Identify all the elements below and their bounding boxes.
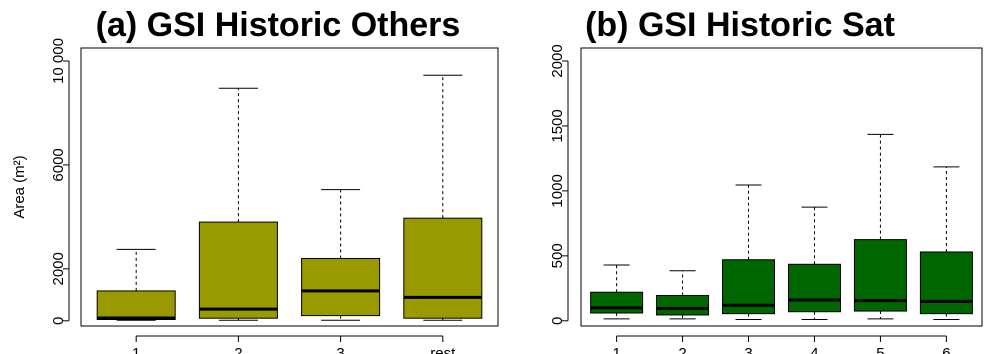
box-iqr — [590, 291, 644, 314]
panel-a-plot-frame — [80, 47, 499, 327]
x-tick-label: 1 — [132, 345, 140, 354]
panel-a: (a) GSI Historic Others Area (m²) 0 2000 6… — [11, 6, 499, 354]
boxplot-4 — [787, 206, 841, 321]
x-tick-label: 6 — [942, 345, 950, 354]
x-tick-label: 5 — [876, 345, 884, 354]
y-tick-label: 1500 — [549, 109, 566, 142]
boxplot-3 — [722, 184, 776, 321]
panel-b-plot-frame — [580, 47, 983, 327]
x-tick-label: 1 — [612, 345, 620, 354]
panel-b-x-axis: 1 2 3 4 5 6 — [612, 335, 951, 354]
panel-b-boxes — [590, 133, 973, 321]
panel-a-x-axis: 1 2 3 rest — [132, 335, 456, 354]
boxplot-3 — [301, 189, 381, 321]
panel-b: (b) GSI Historic Sat 0 500 1000 1500 2000 1 2… — [549, 6, 983, 354]
boxplot-6 — [919, 166, 973, 321]
box-iqr — [96, 290, 176, 321]
box-iqr — [301, 257, 381, 317]
y-tick-label: 2000 — [549, 44, 566, 77]
box-iqr — [853, 239, 907, 312]
panel-b-title: (b) GSI Historic Sat — [585, 6, 895, 44]
box-iqr — [403, 217, 483, 319]
x-tick-label: 4 — [810, 345, 818, 354]
panel-a-ylabel: Area (m²) — [11, 155, 28, 218]
boxplot-1 — [96, 248, 176, 321]
x-tick-label: 2 — [234, 345, 242, 354]
x-tick-label: 3 — [336, 345, 344, 354]
box-iqr — [919, 251, 973, 315]
y-tick-label: 6000 — [50, 148, 67, 181]
y-tick-label: 1000 — [549, 174, 566, 207]
x-tick-label: rest — [430, 345, 456, 354]
boxplot-2 — [198, 87, 278, 321]
y-tick-label: 10 000 — [50, 38, 67, 84]
panel-a-boxes — [96, 74, 483, 321]
box-iqr — [787, 263, 841, 313]
boxplot-2 — [656, 270, 710, 320]
boxplot-1 — [590, 264, 644, 320]
box-iqr — [656, 294, 710, 316]
y-tick-label: 2000 — [50, 252, 67, 285]
x-tick-label: 2 — [678, 345, 686, 354]
panel-a-title: (a) GSI Historic Others — [96, 6, 461, 44]
panel-b-y-axis: 0 500 1000 1500 2000 — [549, 44, 569, 325]
boxplot-rest — [403, 74, 483, 321]
boxplot-5 — [853, 133, 907, 320]
y-tick-label: 500 — [549, 243, 566, 268]
x-tick-label: 3 — [744, 345, 752, 354]
box-iqr — [198, 221, 278, 319]
panel-a-y-axis: 0 2000 6000 10 000 — [50, 38, 70, 325]
y-tick-label: 0 — [50, 317, 67, 325]
y-tick-label: 0 — [549, 317, 566, 325]
